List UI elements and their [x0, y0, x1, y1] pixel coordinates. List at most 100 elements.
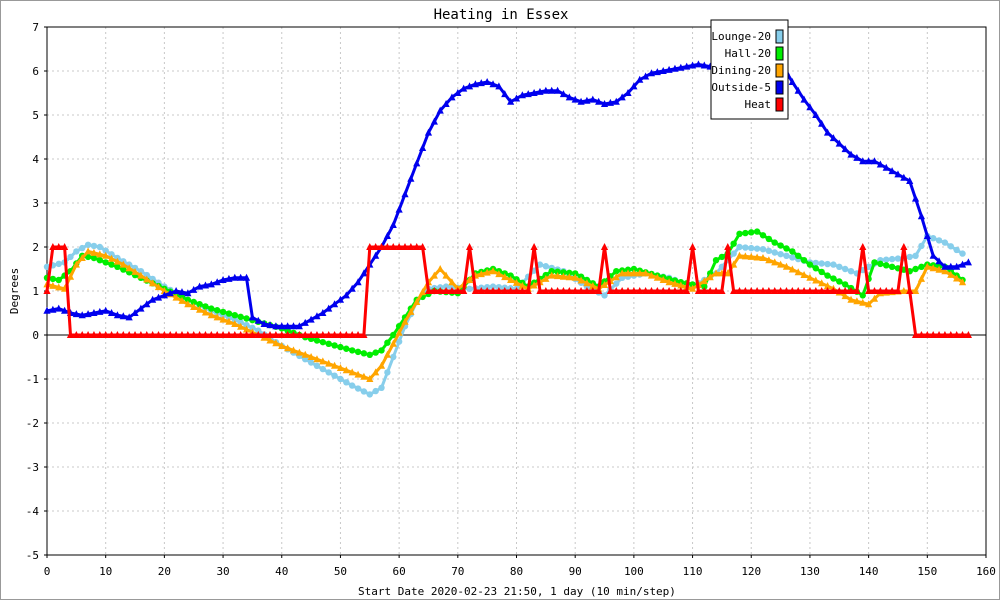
data-point: [553, 86, 562, 94]
data-point: [835, 287, 843, 294]
data-point: [436, 265, 444, 272]
data-point: [73, 248, 80, 255]
data-point: [830, 261, 837, 268]
data-point: [542, 287, 550, 294]
data-point: [66, 331, 75, 338]
data-point: [882, 287, 890, 294]
series-layer: [43, 45, 972, 398]
data-point: [753, 245, 761, 252]
data-point: [331, 342, 338, 349]
data-point: [354, 385, 362, 392]
data-point: [107, 254, 116, 262]
data-point: [518, 281, 526, 289]
data-point: [360, 350, 368, 357]
data-point: [337, 375, 344, 383]
data-point: [606, 98, 614, 106]
y-tick-label: -5: [26, 549, 39, 562]
data-point: [859, 157, 867, 165]
data-point: [448, 278, 456, 286]
data-point: [61, 306, 69, 314]
data-point: [102, 247, 109, 254]
data-point: [465, 82, 474, 90]
data-point: [384, 369, 391, 376]
data-point: [342, 331, 350, 338]
data-point: [883, 262, 890, 269]
data-point: [295, 322, 303, 330]
data-point: [319, 365, 327, 373]
data-point: [894, 255, 902, 262]
data-point: [923, 232, 931, 239]
y-tick-label: -4: [26, 505, 40, 518]
data-point: [354, 370, 362, 378]
y-tick-label: 2: [32, 241, 39, 254]
y-tick-label: 4: [32, 153, 39, 166]
data-point: [571, 270, 579, 277]
data-point: [613, 268, 620, 275]
data-point: [160, 331, 168, 338]
data-point: [730, 287, 738, 294]
data-point: [336, 331, 345, 338]
data-point: [395, 243, 403, 250]
data-point: [102, 331, 110, 338]
data-point: [125, 313, 133, 321]
data-point: [471, 80, 480, 88]
data-point: [853, 287, 861, 294]
data-point: [647, 271, 656, 279]
data-point: [548, 268, 555, 275]
data-point: [343, 379, 350, 386]
data-point: [836, 278, 843, 285]
data-point: [870, 287, 879, 294]
data-point: [255, 327, 262, 334]
data-point: [231, 316, 238, 323]
data-point: [771, 258, 779, 266]
data-point: [911, 194, 920, 202]
data-point: [278, 322, 286, 330]
data-point: [859, 243, 867, 250]
data-point: [518, 91, 526, 99]
data-point: [407, 243, 415, 250]
data-point: [630, 269, 638, 277]
data-point: [372, 387, 379, 395]
data-point: [958, 331, 967, 338]
data-point: [301, 318, 309, 326]
data-point: [841, 265, 849, 273]
data-point: [313, 355, 321, 363]
data-point: [918, 242, 925, 250]
data-point: [624, 89, 632, 96]
data-point: [342, 366, 350, 374]
data-point: [107, 331, 116, 338]
data-point: [483, 268, 491, 276]
data-point: [272, 322, 280, 330]
data-point: [653, 287, 661, 294]
x-tick-label: 80: [510, 565, 523, 578]
data-point: [947, 270, 955, 278]
data-point: [319, 357, 327, 365]
data-point: [184, 296, 192, 303]
data-point: [912, 265, 919, 273]
data-point: [613, 280, 620, 287]
data-point: [712, 287, 720, 294]
data-point: [706, 287, 714, 294]
data-point: [377, 361, 386, 369]
data-point: [313, 337, 321, 344]
data-point: [941, 262, 949, 270]
data-point: [49, 275, 57, 283]
data-point: [560, 269, 567, 276]
data-point: [894, 170, 902, 178]
data-point: [554, 268, 561, 275]
y-tick-label: 7: [32, 21, 39, 34]
data-point: [489, 283, 497, 290]
data-point: [730, 260, 738, 268]
data-point: [765, 256, 773, 264]
data-point: [501, 273, 509, 281]
data-point: [190, 331, 198, 338]
data-point: [589, 282, 597, 290]
data-point: [231, 331, 239, 338]
data-point: [248, 313, 257, 321]
data-point: [72, 310, 80, 318]
data-point: [301, 331, 309, 338]
data-point: [237, 273, 245, 281]
data-point: [348, 347, 356, 354]
data-point: [548, 271, 556, 279]
x-tick-label: 110: [683, 565, 703, 578]
